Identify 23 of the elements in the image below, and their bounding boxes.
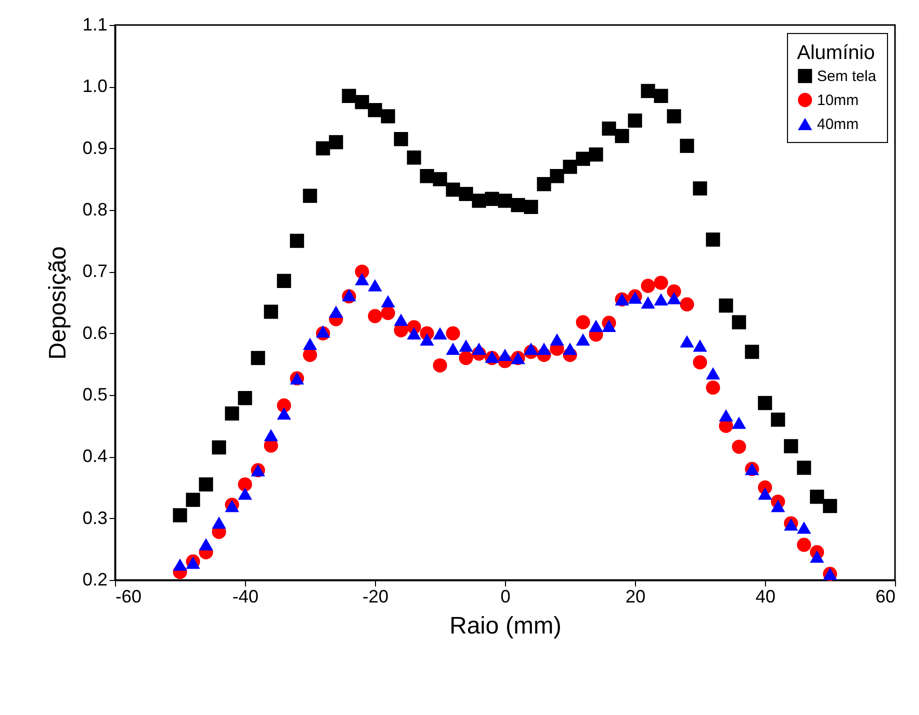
x-tick-label: 0 [500,586,511,606]
legend-label: 40mm [817,116,859,133]
y-tick-label: 0.5 [82,384,108,404]
y-tick-label: 0.3 [82,508,108,528]
x-tick-label: -40 [232,586,259,606]
y-tick-label: 1.0 [82,76,108,96]
x-tick-label: -20 [362,586,389,606]
x-tick-label: -60 [116,586,142,606]
y-tick-label: 0.2 [82,570,108,590]
x-axis-title: Raio (mm) [450,612,562,640]
x-tick-label: 40 [755,586,776,606]
y-tick-label: 0.7 [82,261,108,282]
y-tick-label: 0.4 [82,446,108,466]
x-tick-label: 20 [625,586,646,606]
y-tick-label: 0.6 [82,322,108,343]
y-tick-label: 1.1 [82,14,108,34]
y-tick-label: 0.8 [82,200,108,220]
y-axis-title: Deposição [44,246,72,360]
legend-label: Sem tela [817,68,877,85]
legend-title: Alumínio [797,42,875,64]
y-tick-label: 0.9 [82,138,108,158]
x-tick-label: 60 [875,586,896,606]
legend-label: 10mm [817,92,859,109]
